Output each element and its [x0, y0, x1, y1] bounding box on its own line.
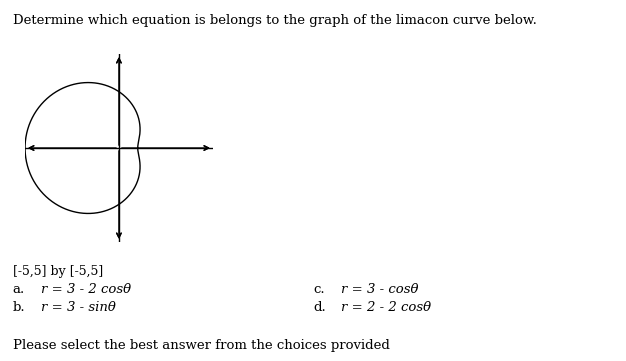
Text: r = 3 - cosθ: r = 3 - cosθ: [341, 283, 419, 296]
Text: Please select the best answer from the choices provided: Please select the best answer from the c…: [13, 339, 389, 352]
Text: r = 3 - 2 cosθ: r = 3 - 2 cosθ: [41, 283, 131, 296]
Text: r = 2 - 2 cosθ: r = 2 - 2 cosθ: [341, 301, 431, 314]
Text: a.: a.: [13, 283, 25, 296]
Text: d.: d.: [313, 301, 326, 314]
Text: [-5,5] by [-5,5]: [-5,5] by [-5,5]: [13, 265, 103, 278]
Text: Determine which equation is belongs to the graph of the limacon curve below.: Determine which equation is belongs to t…: [13, 14, 536, 27]
Text: c.: c.: [313, 283, 325, 296]
Text: b.: b.: [13, 301, 25, 314]
Text: r = 3 - sinθ: r = 3 - sinθ: [41, 301, 116, 314]
